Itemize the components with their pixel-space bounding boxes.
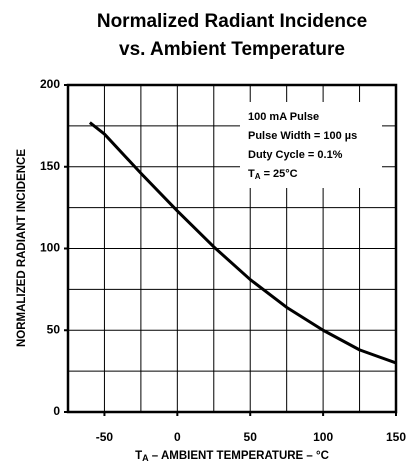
annotation-part: A [255,172,261,181]
x-axis-label-part: A [142,453,149,463]
x-tick-label: 0 [174,430,181,444]
annotation: Duty Cycle = 0.1% [248,149,343,161]
y-tick-label: 150 [40,159,60,173]
chart-title: vs. Ambient Temperature [119,39,345,60]
chart-title: Normalized Radiant Incidence [97,11,367,32]
x-axis-label-part: T [135,450,142,462]
x-tick-label: 100 [313,430,333,444]
annotation-box [240,102,382,188]
annotation: Pulse Width = 100 µs [248,130,357,142]
y-tick-label: 0 [53,404,60,418]
annotation: 100 mA Pulse [248,111,319,123]
x-axis-label-part: – AMBIENT TEMPERATURE – °C [149,450,329,462]
y-axis-label: NORMALIZED RADIANT INCIDENCE [16,149,28,347]
annotation-part: T [248,168,255,180]
y-tick-label: 50 [47,322,61,336]
annotation-part: = 25°C [261,168,298,180]
x-tick-label: 50 [244,430,258,444]
y-tick-label: 200 [40,77,60,91]
x-tick-label: 150 [386,430,406,444]
line [88,121,397,365]
y-tick-label: 100 [40,241,60,255]
annotation: TA = 25°C [248,168,298,181]
x-axis-label: TA – AMBIENT TEMPERATURE – °C [135,450,329,463]
x-tick-label: -50 [96,430,114,444]
